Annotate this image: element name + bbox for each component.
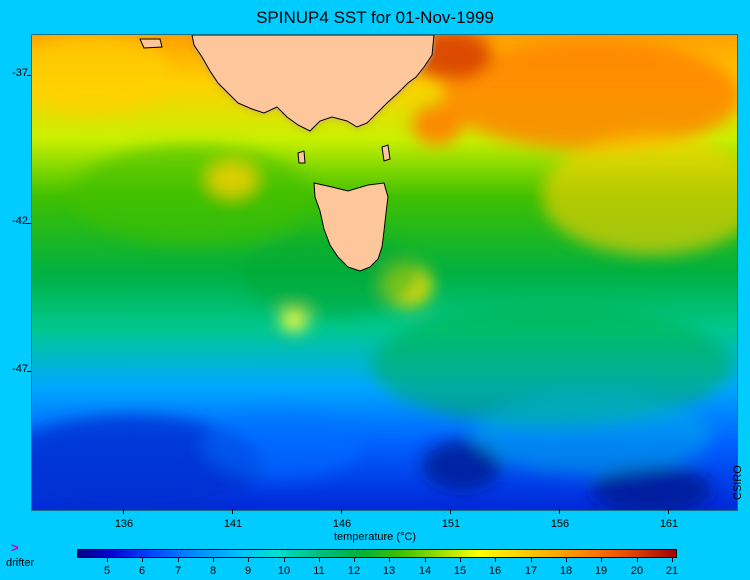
colorbar-tick (178, 558, 179, 562)
colorbar-tick (672, 558, 673, 562)
x-tick (450, 509, 451, 514)
colorbar-tick-label: 8 (209, 565, 217, 577)
colorbar-tick-label: 5 (103, 565, 111, 577)
colorbar-tick (425, 558, 426, 562)
sst-map[interactable] (31, 34, 738, 511)
colorbar (77, 549, 677, 558)
colorbar-tick-label: 20 (630, 565, 644, 577)
colorbar-tick (460, 558, 461, 562)
colorbar-tick (566, 558, 567, 562)
island (297, 150, 306, 164)
colorbar-tick (142, 558, 143, 562)
colorbar-tick (389, 558, 390, 562)
tasmania-landmass (313, 182, 389, 272)
y-tick-label: -42 (12, 215, 28, 227)
colorbar-tick-label: 10 (277, 565, 291, 577)
x-tick (232, 509, 233, 514)
x-tick-label: 141 (223, 518, 243, 530)
y-tick-label: -47 (12, 363, 28, 375)
colorbar-tick-label: 6 (138, 565, 146, 577)
x-tick-label: 156 (550, 518, 570, 530)
colorbar-tick-label: 7 (174, 565, 182, 577)
colorbar-tick (354, 558, 355, 562)
sst-field (32, 35, 737, 510)
x-tick-label: 151 (441, 518, 461, 530)
x-tick (668, 509, 669, 514)
colorbar-tick-label: 19 (594, 565, 608, 577)
colorbar-tick (495, 558, 496, 562)
colorbar-tick-label: 12 (347, 565, 361, 577)
colorbar-tick (637, 558, 638, 562)
x-tick (559, 509, 560, 514)
x-tick (123, 509, 124, 514)
colorbar-tick (319, 558, 320, 562)
colorbar-tick-label: 15 (453, 565, 467, 577)
colorbar-tick-label: 18 (559, 565, 573, 577)
legend-label: drifter (6, 557, 35, 569)
y-tick-label: -37 (12, 67, 28, 79)
y-tick (27, 371, 32, 372)
colorbar-tick (531, 558, 532, 562)
colorbar-tick-label: 11 (313, 565, 325, 577)
colorbar-tick-label: 16 (488, 565, 502, 577)
colorbar-tick-label: 13 (382, 565, 396, 577)
x-tick (341, 509, 342, 514)
colorbar-title: temperature (°C) (333, 531, 417, 543)
credit-label: CSIRO (732, 465, 744, 500)
island (139, 38, 163, 49)
colorbar-tick-label: 14 (418, 565, 432, 577)
island (381, 144, 391, 162)
x-tick-label: 161 (659, 518, 679, 530)
drifter-marker-icon: > (11, 540, 19, 555)
colorbar-tick (107, 558, 108, 562)
colorbar-tick-label: 17 (524, 565, 538, 577)
colorbar-tick (601, 558, 602, 562)
x-tick-label: 146 (332, 518, 352, 530)
y-tick (27, 223, 32, 224)
colorbar-tick (213, 558, 214, 562)
colorbar-tick (284, 558, 285, 562)
colorbar-tick-label: 9 (244, 565, 252, 577)
colorbar-tick (248, 558, 249, 562)
map-title: SPINUP4 SST for 01-Nov-1999 (256, 8, 494, 27)
colorbar-tick-label: 21 (665, 565, 679, 577)
y-tick (27, 75, 32, 76)
x-tick-label: 136 (114, 518, 134, 530)
